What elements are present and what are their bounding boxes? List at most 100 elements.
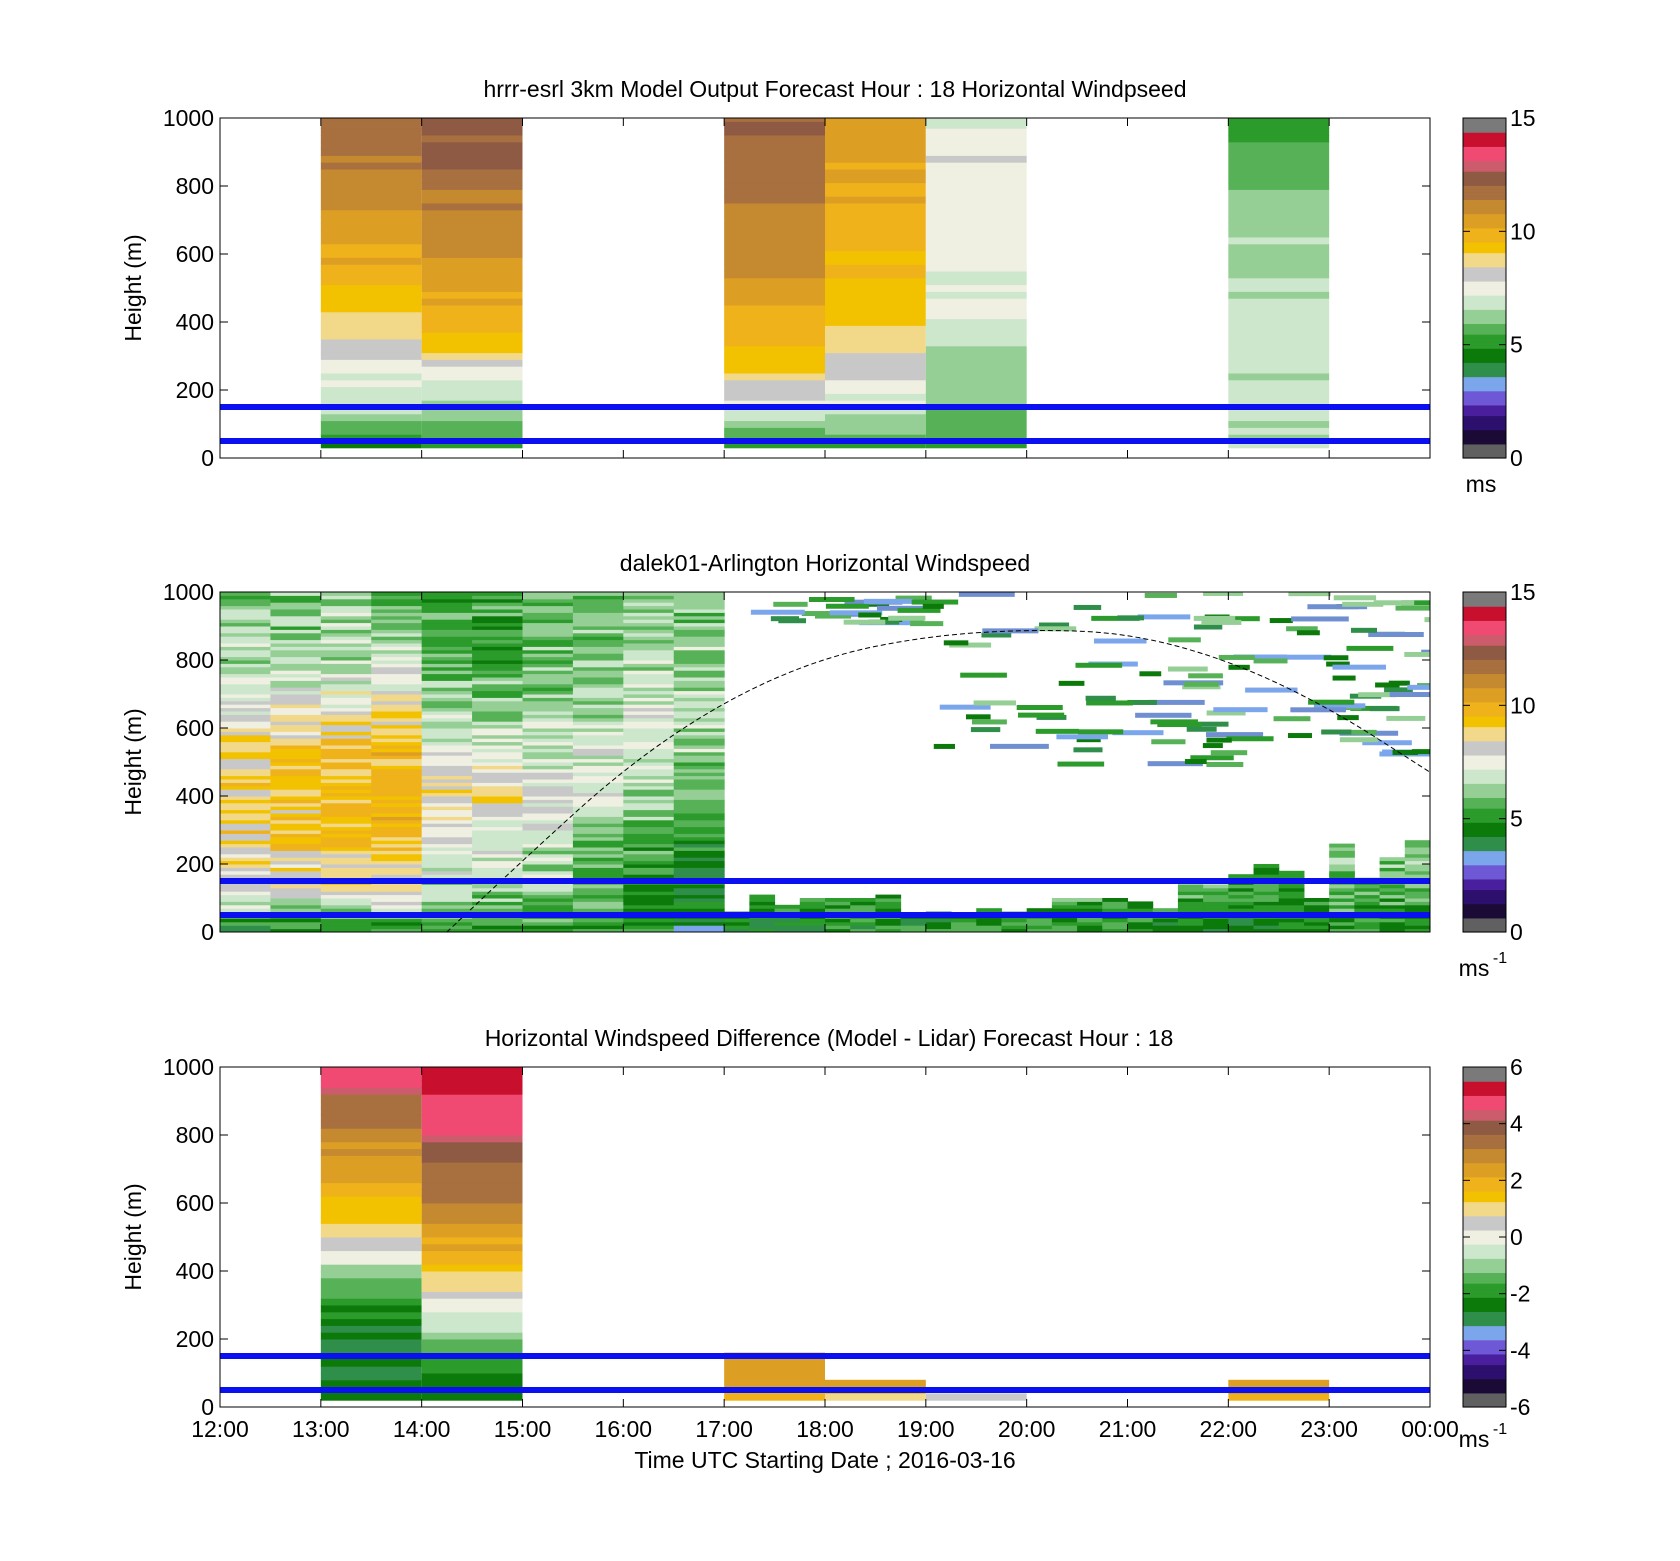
heatmap-cell <box>572 707 624 712</box>
heatmap-cell <box>1228 216 1330 224</box>
heatmap-cell <box>220 622 271 627</box>
heatmap-cell <box>673 602 725 607</box>
colorbar-swatch <box>1463 1070 1506 1075</box>
heatmap-cell <box>371 724 423 729</box>
heatmap-cell <box>472 639 523 644</box>
heatmap-cell <box>1205 732 1264 738</box>
heatmap-cell <box>673 925 725 930</box>
colorbar-swatch <box>1463 808 1506 813</box>
heatmap-cell <box>673 717 725 722</box>
heatmap-cell <box>220 653 271 658</box>
heatmap-cell <box>270 619 322 624</box>
heatmap-cell <box>522 853 574 858</box>
colorbar-swatch <box>1463 616 1506 621</box>
colorbar-swatch <box>1463 719 1506 724</box>
heatmap-cell <box>623 867 675 872</box>
heatmap-cell <box>220 806 271 811</box>
heatmap-cell <box>925 332 1027 340</box>
heatmap-cell <box>623 717 675 722</box>
heatmap-cell <box>673 813 725 817</box>
heatmap-cell <box>1379 894 1406 899</box>
colorbar-swatch <box>1463 1166 1506 1171</box>
heatmap-cell <box>1278 884 1305 889</box>
heatmap-cell <box>421 1339 523 1347</box>
heatmap-cell <box>320 1087 422 1095</box>
colorbar-swatch <box>1463 871 1506 876</box>
difference-panel-ylabel: Height (m) <box>120 1183 146 1290</box>
heatmap-cell <box>220 673 271 678</box>
colorbar-swatch <box>1463 730 1506 735</box>
colorbar-swatch <box>1463 1247 1506 1252</box>
x-tick-label: 13:00 <box>292 1416 350 1442</box>
heatmap-cell <box>1228 441 1330 449</box>
heatmap-cell <box>925 128 1027 136</box>
heatmap-cell <box>1168 637 1201 643</box>
heatmap-cell <box>320 1393 422 1401</box>
heatmap-cell <box>673 707 725 712</box>
heatmap-cell <box>220 891 271 896</box>
heatmap-cell <box>1404 901 1430 906</box>
heatmap-cell <box>320 704 372 709</box>
heatmap-cell <box>421 230 523 238</box>
heatmap-cell <box>371 632 423 637</box>
colorbar-swatch <box>1463 132 1506 137</box>
heatmap-cell <box>522 785 574 790</box>
heatmap-cell <box>320 619 372 624</box>
heatmap-cell <box>1404 850 1430 855</box>
colorbar-swatch <box>1463 1127 1506 1132</box>
heatmap-cell <box>320 345 422 354</box>
heatmap-cell <box>1127 921 1154 926</box>
heatmap-cell <box>421 1373 523 1381</box>
heatmap-cell <box>320 1209 422 1218</box>
heatmap-cell <box>522 918 574 923</box>
heatmap-cell <box>320 891 372 896</box>
heatmap-cell <box>572 779 624 783</box>
heatmap-cell <box>522 724 574 729</box>
colorbar-swatch <box>1463 1290 1506 1295</box>
heatmap-cell <box>270 768 322 773</box>
heatmap-cell <box>522 758 574 763</box>
heatmap-cell <box>1147 761 1203 767</box>
heatmap-cell <box>875 918 902 923</box>
heatmap-cell <box>371 867 423 872</box>
heatmap-cell <box>825 203 926 211</box>
heatmap-cell <box>270 734 322 739</box>
colorbar-swatch <box>1463 924 1506 930</box>
heatmap-cell <box>421 271 523 279</box>
heatmap-cell <box>799 921 826 926</box>
heatmap-cell <box>220 612 271 617</box>
heatmap-cell <box>220 663 271 668</box>
heatmap-cell <box>421 632 473 637</box>
heatmap-cell <box>825 366 926 374</box>
heatmap-cell <box>320 1196 422 1204</box>
y-tick-label: 800 <box>176 1122 214 1148</box>
heatmap-cell <box>801 611 836 617</box>
heatmap-cell <box>472 632 523 637</box>
heatmap-cell <box>1386 715 1426 721</box>
heatmap-cell <box>572 663 624 668</box>
heatmap-cell <box>320 366 422 374</box>
colorbar-swatch <box>1463 355 1506 360</box>
heatmap-cell <box>673 894 725 899</box>
colorbar-swatch <box>1463 1190 1506 1196</box>
heatmap-cell <box>421 785 473 790</box>
heatmap-cell <box>572 819 624 824</box>
heatmap-cell <box>1228 884 1255 889</box>
colorbar-swatch <box>1463 698 1506 703</box>
heatmap-cell <box>522 694 574 698</box>
heatmap-cell <box>220 779 271 783</box>
heatmap-cell <box>770 616 800 622</box>
heatmap-cell <box>1253 898 1280 902</box>
heatmap-cell <box>925 162 1027 170</box>
heatmap-cell <box>270 843 322 848</box>
heatmap-cell <box>1278 887 1305 892</box>
heatmap-cell <box>371 870 423 875</box>
x-tick-label: 17:00 <box>695 1416 753 1442</box>
heatmap-cell <box>421 1114 523 1122</box>
heatmap-cell <box>673 908 725 913</box>
colorbar-swatch <box>1463 627 1506 632</box>
heatmap-cell <box>673 779 725 783</box>
heatmap-cell <box>270 704 322 709</box>
colorbar-swatch <box>1463 1180 1506 1185</box>
heatmap-cell <box>421 332 523 340</box>
